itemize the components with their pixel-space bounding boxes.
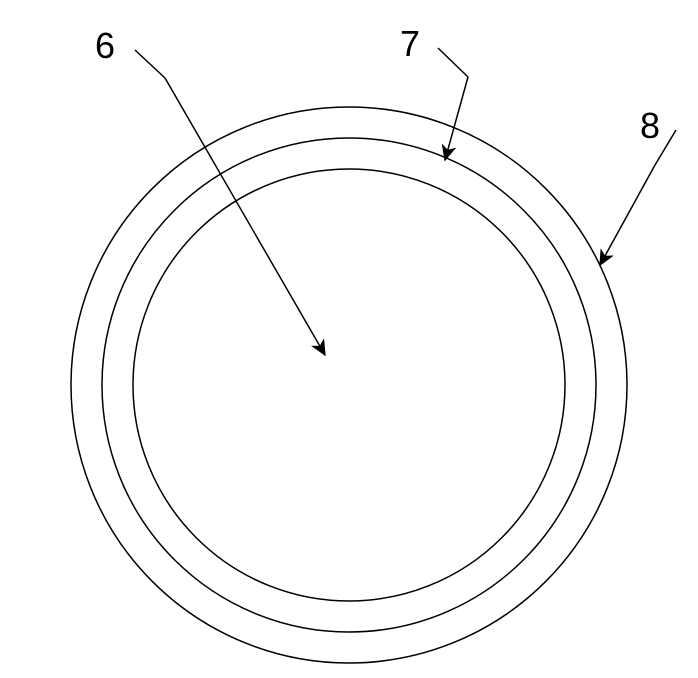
callout-7 — [438, 48, 468, 160]
diagram-container: 6 7 8 — [0, 0, 698, 673]
label-8: 8 — [640, 105, 660, 147]
inner-circle — [133, 169, 565, 601]
label-6: 6 — [95, 25, 115, 67]
callout-8 — [600, 130, 676, 265]
diagram-svg — [0, 0, 698, 673]
middle-circle — [102, 138, 596, 632]
label-7: 7 — [400, 23, 420, 65]
outer-circle — [71, 107, 627, 663]
callout-6 — [135, 50, 325, 355]
